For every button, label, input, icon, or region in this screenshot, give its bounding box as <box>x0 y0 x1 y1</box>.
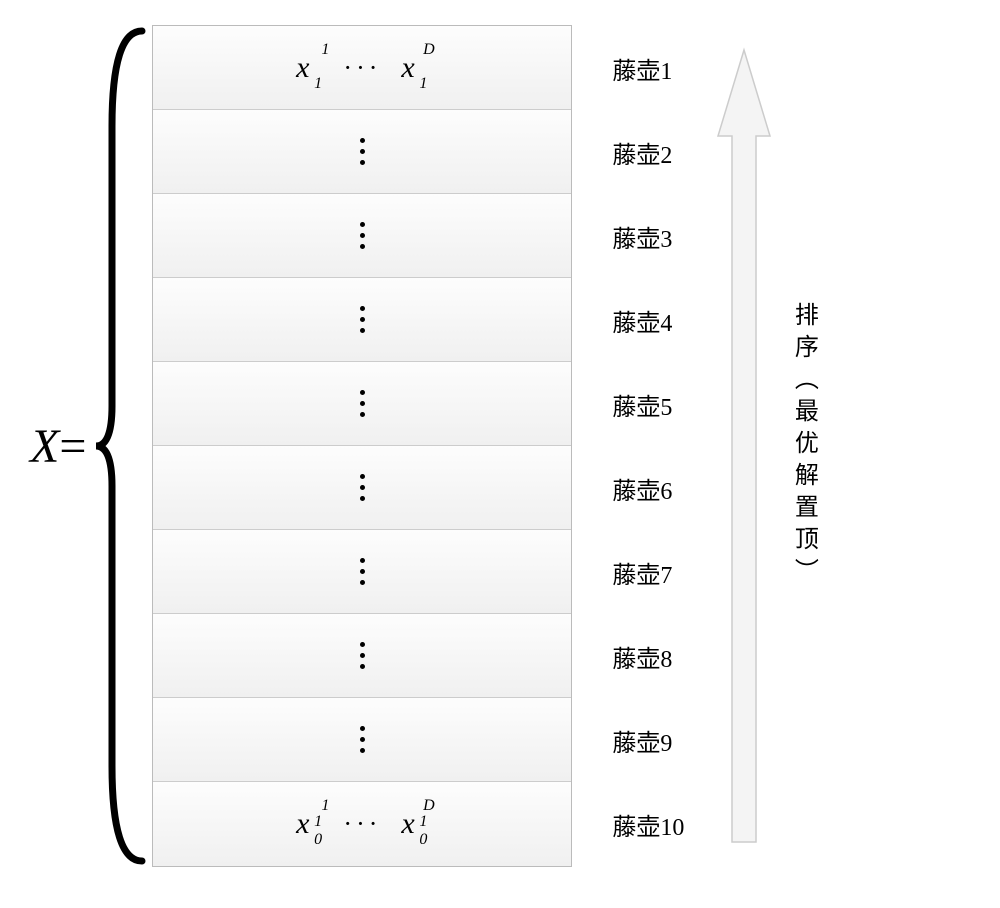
label-8: 藤壶8 <box>612 614 684 698</box>
arrow-up-icon <box>716 46 772 846</box>
matrix-row-4 <box>153 278 571 362</box>
matrix-row-3 <box>153 194 571 278</box>
vdots-icon <box>360 138 365 165</box>
label-1: 藤壶1 <box>612 26 684 110</box>
matrix-row-5 <box>153 362 571 446</box>
row10-cdots: ··· <box>343 809 381 839</box>
matrix-row-8 <box>153 614 571 698</box>
matrix-row-9 <box>153 698 571 782</box>
left-brace <box>92 26 152 866</box>
diagram-root: X= x 1 1 ··· x D 1 <box>30 25 821 867</box>
row1-term-right: x D 1 <box>397 51 432 85</box>
row1-cdots: ··· <box>343 53 381 83</box>
label-2: 藤壶2 <box>612 110 684 194</box>
matrix-rows: x 1 1 ··· x D 1 x 1 <box>152 25 572 867</box>
row-labels: 藤壶1 藤壶2 藤壶3 藤壶4 藤壶5 藤壶6 藤壶7 藤壶8 藤壶9 藤壶10 <box>612 26 684 866</box>
equals-sign: = <box>59 420 86 473</box>
arrow-caption: 排序（最优解置顶） <box>786 302 821 590</box>
vdots-icon <box>360 222 365 249</box>
vdots-icon <box>360 390 365 417</box>
label-5: 藤壶5 <box>612 362 684 446</box>
vdots-icon <box>360 558 365 585</box>
label-3: 藤壶3 <box>612 194 684 278</box>
row10-term-left: x 1 1 0 <box>292 807 327 841</box>
label-10: 藤壶10 <box>612 782 684 866</box>
variable-equals: X= <box>30 419 86 474</box>
label-6: 藤壶6 <box>612 446 684 530</box>
matrix-row-7 <box>153 530 571 614</box>
sort-arrow <box>714 26 774 866</box>
row1-term-left: x 1 1 <box>292 51 327 85</box>
matrix-row-1: x 1 1 ··· x D 1 <box>153 26 571 110</box>
row10-math: x 1 1 0 ··· x D 1 0 <box>292 807 433 841</box>
label-7: 藤壶7 <box>612 530 684 614</box>
vdots-icon <box>360 306 365 333</box>
vdots-icon <box>360 474 365 501</box>
variable-x: X <box>30 420 59 473</box>
matrix-row-10: x 1 1 0 ··· x D 1 0 <box>153 782 571 866</box>
matrix-row-6 <box>153 446 571 530</box>
row1-math: x 1 1 ··· x D 1 <box>292 51 433 85</box>
vdots-icon <box>360 726 365 753</box>
vdots-icon <box>360 642 365 669</box>
matrix-row-2 <box>153 110 571 194</box>
label-4: 藤壶4 <box>612 278 684 362</box>
label-9: 藤壶9 <box>612 698 684 782</box>
row10-term-right: x D 1 0 <box>397 807 432 841</box>
